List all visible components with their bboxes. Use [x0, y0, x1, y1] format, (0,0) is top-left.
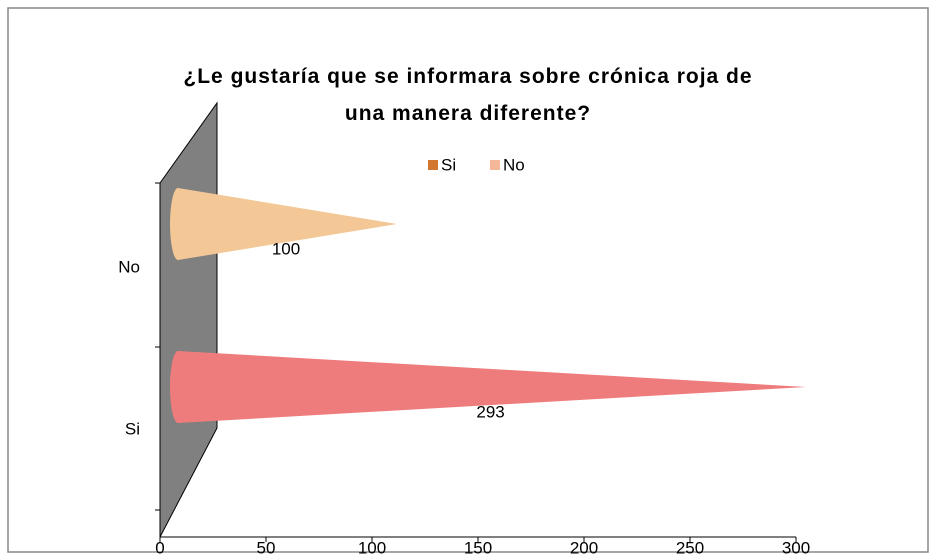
legend-swatch	[428, 160, 438, 170]
y-tick-label: Si	[125, 419, 140, 438]
x-tick-label: 200	[570, 538, 598, 557]
x-tick-label: 100	[358, 538, 386, 557]
legend-label: Si	[441, 155, 456, 174]
x-tick-label: 250	[676, 538, 704, 557]
x-tick-label: 300	[782, 538, 810, 557]
cone	[178, 351, 807, 423]
y-tick-label: No	[118, 257, 140, 276]
data-label: 100	[272, 239, 300, 258]
data-label: 293	[476, 402, 504, 421]
cone	[178, 188, 397, 260]
cone-base	[170, 351, 186, 423]
legend-swatch	[490, 160, 500, 170]
x-tick-label: 50	[257, 538, 276, 557]
chart-title: ¿Le gustaría que se informara sobre crón…	[183, 65, 753, 125]
cone-base	[170, 188, 186, 260]
x-tick-label: 0	[155, 538, 164, 557]
x-tick-label: 150	[464, 538, 492, 557]
legend-label: No	[503, 155, 525, 174]
